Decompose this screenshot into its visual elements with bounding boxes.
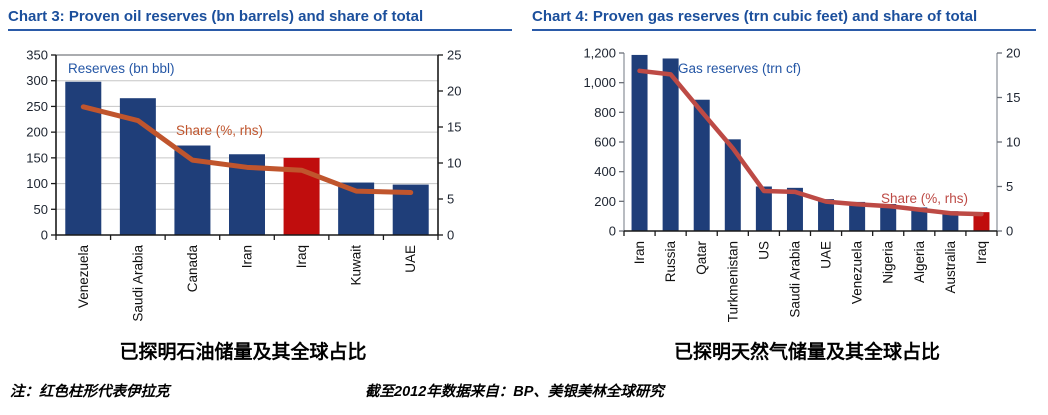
svg-text:0: 0 xyxy=(609,224,616,239)
category-labels: Iran Russia Qatar Turkmenistan US Saudi Arabi… xyxy=(632,240,989,322)
oil-chart-panel: Chart 3: Proven oil reserves (bn barrels… xyxy=(0,0,524,364)
x-axis-ticks xyxy=(55,235,439,240)
bar-iran xyxy=(631,54,648,232)
y-axis-right: 0 5 10 15 20 25 xyxy=(438,48,461,243)
svg-text:Iraq: Iraq xyxy=(974,241,989,264)
svg-text:Iran: Iran xyxy=(632,241,647,264)
oil-chart-title: Chart 3: Proven oil reserves (bn barrels… xyxy=(8,8,512,31)
svg-text:250: 250 xyxy=(26,99,48,114)
reserve-bars xyxy=(631,54,990,232)
svg-text:5: 5 xyxy=(1006,179,1013,194)
svg-text:20: 20 xyxy=(447,84,461,99)
svg-text:Qatar: Qatar xyxy=(694,240,709,274)
axes xyxy=(55,55,439,236)
svg-text:Russia: Russia xyxy=(663,241,678,283)
bar-australia xyxy=(942,211,959,231)
share-line xyxy=(637,68,984,217)
bar-algeria xyxy=(911,207,928,231)
svg-text:1,200: 1,200 xyxy=(583,46,616,61)
svg-text:UAE: UAE xyxy=(403,245,418,273)
reserve-bars xyxy=(65,81,429,235)
bar-iraq xyxy=(973,212,990,231)
svg-text:0: 0 xyxy=(1006,224,1013,239)
svg-text:100: 100 xyxy=(26,176,48,191)
svg-text:Canada: Canada xyxy=(185,245,200,293)
svg-text:Kuwait: Kuwait xyxy=(349,245,364,286)
y-axis-left: 0 50 100 150 200 250 300 350 xyxy=(26,48,56,243)
bar-russia xyxy=(662,58,679,231)
bar-us xyxy=(755,186,772,231)
bar-series-label: Gas reserves (trn cf) xyxy=(678,61,801,76)
svg-text:200: 200 xyxy=(26,125,48,140)
gas-chart-caption: 已探明天然气储量及其全球占比 xyxy=(673,342,940,363)
oil-reserves-chart: 0 50 100 150 200 250 300 350 0 5 10 15 20 25 Venezuela… xyxy=(26,48,461,322)
svg-text:200: 200 xyxy=(594,194,616,209)
footer-note: 注：红色柱形代表伊拉克 xyxy=(10,384,170,400)
svg-text:UAE: UAE xyxy=(819,241,834,269)
line-series-label: Share (%, rhs) xyxy=(176,123,263,138)
oil-chart-caption: 已探明石油储量及其全球占比 xyxy=(119,342,367,363)
svg-text:15: 15 xyxy=(1006,90,1020,105)
svg-text:10: 10 xyxy=(1006,135,1020,150)
line-series-label: Share (%, rhs) xyxy=(881,191,968,206)
footer: 注：红色柱形代表伊拉克 截至2012年数据来自：BP、美银美林全球研究 xyxy=(0,380,1048,401)
bar-venezuela xyxy=(849,201,866,231)
svg-text:1,000: 1,000 xyxy=(583,75,616,90)
svg-text:0: 0 xyxy=(41,228,48,243)
svg-text:5: 5 xyxy=(447,192,454,207)
category-labels: Venezuela Saudi Arabia Canada Iran Iraq Kuwai… xyxy=(76,245,418,322)
bar-qatar xyxy=(693,99,710,231)
svg-text:50: 50 xyxy=(34,202,48,217)
bar-nigeria xyxy=(880,204,897,231)
y-axis-right: 0 5 10 15 20 xyxy=(997,46,1020,239)
bar-series-label: Reserves (bn bbl) xyxy=(68,61,175,76)
svg-text:10: 10 xyxy=(447,156,461,171)
svg-text:Iran: Iran xyxy=(240,245,255,268)
gas-chart-panel: Chart 4: Proven gas reserves (trn cubic … xyxy=(524,0,1048,364)
svg-text:15: 15 xyxy=(447,120,461,135)
svg-text:Iraq: Iraq xyxy=(294,245,309,268)
gas-reserves-chart: 0 200 400 600 800 1,000 1,200 0 5 10 15 20 Iran Russi… xyxy=(583,46,1020,323)
gas-chart-title: Chart 4: Proven gas reserves (trn cubic … xyxy=(532,8,1036,31)
svg-text:Algeria: Algeria xyxy=(912,241,927,284)
svg-text:US: US xyxy=(756,241,771,260)
footer-source: 截至2012年数据来自：BP、美银美林全球研究 xyxy=(365,384,664,400)
bar-saudi-arabia xyxy=(786,187,803,231)
svg-text:150: 150 xyxy=(26,150,48,165)
bar-uae xyxy=(818,199,835,231)
svg-text:Saudi Arabia: Saudi Arabia xyxy=(130,245,145,322)
y-axis-left: 0 200 400 600 800 1,000 1,200 xyxy=(583,46,624,239)
svg-text:Turkmenistan: Turkmenistan xyxy=(725,241,740,322)
svg-text:0: 0 xyxy=(447,228,454,243)
svg-text:Saudi Arabia: Saudi Arabia xyxy=(787,241,802,318)
svg-text:Venezuela: Venezuela xyxy=(850,241,865,305)
share-line xyxy=(80,104,414,196)
svg-text:400: 400 xyxy=(594,164,616,179)
svg-text:20: 20 xyxy=(1006,46,1020,61)
bar-turkmenistan xyxy=(724,139,741,231)
svg-text:600: 600 xyxy=(594,135,616,150)
chart-panels: Chart 3: Proven oil reserves (bn barrels… xyxy=(0,0,1048,364)
x-axis-ticks xyxy=(623,231,998,236)
svg-text:25: 25 xyxy=(447,48,461,63)
svg-text:Australia: Australia xyxy=(943,241,958,294)
svg-text:Venezuela: Venezuela xyxy=(76,245,91,309)
svg-text:Nigeria: Nigeria xyxy=(881,241,896,284)
svg-text:300: 300 xyxy=(26,73,48,88)
svg-text:350: 350 xyxy=(26,48,48,63)
svg-text:800: 800 xyxy=(594,105,616,120)
